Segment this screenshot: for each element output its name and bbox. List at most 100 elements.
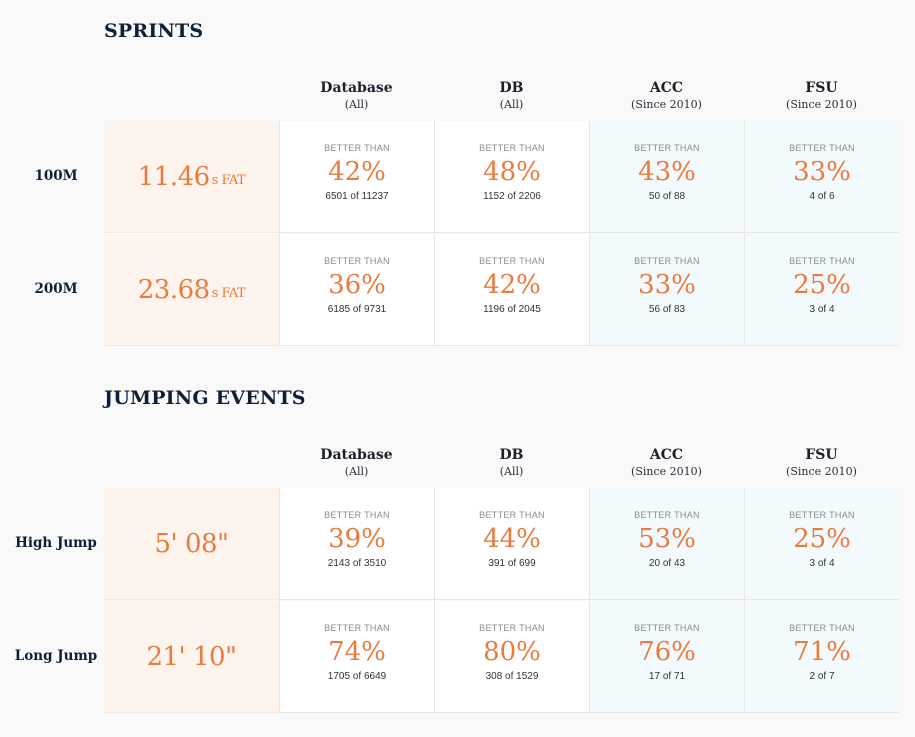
percentile-value: 48% bbox=[483, 157, 541, 187]
rank-count: 1152 of 2206 bbox=[483, 191, 541, 202]
rank-cell-db: BETTER THAN 48% 1152 of 2206 bbox=[434, 121, 589, 233]
rank-count: 20 of 43 bbox=[648, 558, 686, 569]
rank-cell-acc: BETTER THAN 33% 56 of 83 bbox=[589, 234, 744, 346]
rank-cell-acc: BETTER THAN 43% 50 of 88 bbox=[589, 121, 744, 233]
column-name: FSU bbox=[805, 447, 838, 463]
rank-count: 1705 of 6649 bbox=[327, 671, 387, 682]
rank-count: 3 of 4 bbox=[809, 304, 835, 315]
column-scope: (Since 2010) bbox=[786, 98, 857, 111]
better-than-label: BETTER THAN bbox=[479, 510, 545, 520]
rank-cell-acc: BETTER THAN 76% 17 of 71 bbox=[589, 601, 744, 713]
column-name: Database bbox=[320, 80, 393, 96]
rank-cell-db: BETTER THAN 42% 1196 of 2045 bbox=[434, 234, 589, 346]
athlete-mark: 5' 08" bbox=[104, 488, 279, 600]
rank-cell-fsu: BETTER THAN 25% 3 of 4 bbox=[744, 488, 899, 600]
better-than-label: BETTER THAN bbox=[324, 623, 390, 633]
rank-count: 6185 of 9731 bbox=[327, 304, 387, 315]
percentile-value: 80% bbox=[483, 637, 541, 667]
column-header-db: DB (All) bbox=[434, 447, 589, 479]
percentile-value: 74% bbox=[328, 637, 386, 667]
better-than-label: BETTER THAN bbox=[789, 623, 855, 633]
rank-cell-db: BETTER THAN 80% 308 of 1529 bbox=[434, 601, 589, 713]
better-than-label: BETTER THAN bbox=[479, 256, 545, 266]
athlete-mark: 11.46 s FAT bbox=[104, 121, 279, 233]
rank-cell-fsu: BETTER THAN 71% 2 of 7 bbox=[744, 601, 899, 713]
event-label-100m: 100M bbox=[34, 168, 78, 184]
rank-count: 4 of 6 bbox=[809, 191, 835, 202]
mark-value: 21' 10" bbox=[146, 641, 237, 672]
column-name: FSU bbox=[805, 80, 838, 96]
mark-unit: s FAT bbox=[211, 173, 246, 188]
rank-count: 308 of 1529 bbox=[485, 671, 539, 682]
percentile-value: 36% bbox=[328, 270, 386, 300]
column-name: DB bbox=[499, 447, 524, 463]
better-than-label: BETTER THAN bbox=[324, 143, 390, 153]
percentile-value: 53% bbox=[638, 524, 696, 554]
athlete-mark: 21' 10" bbox=[104, 601, 279, 713]
event-label-long-jump: Long Jump bbox=[14, 648, 98, 664]
column-header-database: Database (All) bbox=[279, 80, 434, 112]
column-header-fsu: FSU (Since 2010) bbox=[744, 447, 899, 479]
mark-value: 5' 08" bbox=[154, 528, 230, 559]
column-scope: (All) bbox=[499, 465, 524, 478]
rank-count: 50 of 88 bbox=[648, 191, 686, 202]
column-header-db: DB (All) bbox=[434, 80, 589, 112]
column-header-acc: ACC (Since 2010) bbox=[589, 80, 744, 112]
column-scope: (All) bbox=[344, 465, 369, 478]
better-than-label: BETTER THAN bbox=[634, 623, 700, 633]
percentile-value: 71% bbox=[793, 637, 851, 667]
column-name: DB bbox=[499, 80, 524, 96]
column-name: ACC bbox=[649, 447, 684, 463]
mark-unit: s FAT bbox=[211, 286, 246, 301]
better-than-label: BETTER THAN bbox=[479, 623, 545, 633]
column-name: ACC bbox=[649, 80, 684, 96]
section-title: SPRINTS bbox=[104, 20, 204, 42]
column-header-acc: ACC (Since 2010) bbox=[589, 447, 744, 479]
better-than-label: BETTER THAN bbox=[634, 143, 700, 153]
percentile-value: 42% bbox=[328, 157, 386, 187]
percentile-value: 76% bbox=[638, 637, 696, 667]
percentile-value: 25% bbox=[793, 270, 851, 300]
section-title: JUMPING EVENTS bbox=[104, 387, 306, 409]
better-than-label: BETTER THAN bbox=[324, 256, 390, 266]
percentile-value: 42% bbox=[483, 270, 541, 300]
event-label-200m: 200M bbox=[34, 281, 78, 297]
column-scope: (Since 2010) bbox=[631, 98, 702, 111]
rank-cell-db: BETTER THAN 44% 391 of 699 bbox=[434, 488, 589, 600]
rank-count: 3 of 4 bbox=[809, 558, 835, 569]
athlete-mark: 23.68 s FAT bbox=[104, 234, 279, 346]
rank-cell-database: BETTER THAN 39% 2143 of 3510 bbox=[279, 488, 434, 600]
mark-value: 23.68 bbox=[137, 274, 210, 305]
percentile-value: 33% bbox=[638, 270, 696, 300]
rank-cell-database: BETTER THAN 74% 1705 of 6649 bbox=[279, 601, 434, 713]
rank-cell-fsu: BETTER THAN 33% 4 of 6 bbox=[744, 121, 899, 233]
percentile-value: 39% bbox=[328, 524, 386, 554]
rank-count: 6501 of 11237 bbox=[325, 191, 389, 202]
column-scope: (Since 2010) bbox=[631, 465, 702, 478]
rank-count: 1196 of 2045 bbox=[483, 304, 541, 315]
better-than-label: BETTER THAN bbox=[324, 510, 390, 520]
percentile-value: 44% bbox=[483, 524, 541, 554]
rank-count: 2143 of 3510 bbox=[327, 558, 387, 569]
event-label-high-jump: High Jump bbox=[15, 535, 97, 551]
rank-cell-database: BETTER THAN 42% 6501 of 11237 bbox=[279, 121, 434, 233]
better-than-label: BETTER THAN bbox=[789, 510, 855, 520]
rank-cell-fsu: BETTER THAN 25% 3 of 4 bbox=[744, 234, 899, 346]
better-than-label: BETTER THAN bbox=[634, 256, 700, 266]
percentile-value: 43% bbox=[638, 157, 696, 187]
better-than-label: BETTER THAN bbox=[789, 256, 855, 266]
rank-count: 17 of 71 bbox=[648, 671, 686, 682]
mark-value: 11.46 bbox=[137, 161, 210, 192]
column-scope: (Since 2010) bbox=[786, 465, 857, 478]
percentile-value: 25% bbox=[793, 524, 851, 554]
rank-cell-database: BETTER THAN 36% 6185 of 9731 bbox=[279, 234, 434, 346]
rank-cell-acc: BETTER THAN 53% 20 of 43 bbox=[589, 488, 744, 600]
column-header-database: Database (All) bbox=[279, 447, 434, 479]
column-scope: (All) bbox=[344, 98, 369, 111]
better-than-label: BETTER THAN bbox=[634, 510, 700, 520]
rank-count: 2 of 7 bbox=[809, 671, 835, 682]
rank-count: 56 of 83 bbox=[648, 304, 686, 315]
column-header-fsu: FSU (Since 2010) bbox=[744, 80, 899, 112]
column-name: Database bbox=[320, 447, 393, 463]
percentile-value: 33% bbox=[793, 157, 851, 187]
